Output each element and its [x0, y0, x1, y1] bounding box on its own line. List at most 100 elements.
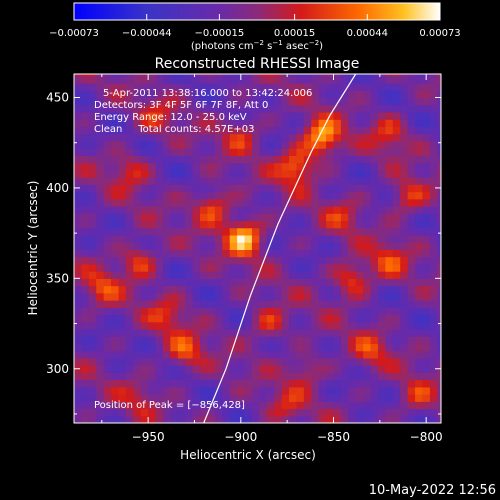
heatmap-cell: [251, 343, 260, 352]
heatmap-cell: [207, 177, 216, 185]
heatmap-cell: [229, 278, 238, 287]
heatmap-cell: [170, 292, 179, 301]
unit-exponent: −1: [272, 39, 282, 47]
heatmap-cell: [407, 386, 416, 395]
heatmap-cell: [162, 227, 171, 236]
heatmap-cell: [348, 249, 357, 258]
heatmap-cell: [140, 213, 149, 222]
heatmap-cell: [296, 415, 305, 423]
heatmap-cell: [385, 227, 394, 236]
heatmap-cell: [407, 242, 416, 250]
heatmap-cell: [177, 271, 186, 279]
heatmap-cell: [244, 119, 253, 128]
heatmap-cell: [229, 140, 238, 149]
heatmap-cell: [200, 119, 209, 128]
heatmap-cell: [155, 148, 164, 156]
heatmap-cell: [333, 263, 342, 272]
heatmap-cell: [303, 321, 312, 330]
heatmap-cell: [311, 206, 320, 214]
heatmap-cell: [74, 162, 83, 171]
heatmap-cell: [415, 328, 424, 337]
heatmap-cell: [400, 83, 409, 91]
heatmap-cell: [274, 350, 283, 359]
heatmap-cell: [429, 372, 438, 381]
heatmap-cell: [296, 408, 305, 417]
heatmap-cell: [229, 328, 238, 337]
heatmap-cell: [155, 90, 164, 99]
heatmap-cell: [318, 365, 327, 373]
heatmap-cell: [111, 104, 120, 113]
heatmap-cell: [333, 249, 342, 258]
heatmap-cell: [222, 328, 231, 337]
heatmap-cell: [111, 191, 120, 200]
heatmap-cell: [207, 83, 216, 91]
heatmap-cell: [259, 357, 268, 366]
heatmap-cell: [192, 220, 201, 229]
heatmap-cell: [207, 357, 216, 366]
heatmap-cell: [244, 148, 253, 156]
heatmap-cell: [348, 242, 357, 250]
heatmap-cell: [400, 90, 409, 99]
heatmap-cell: [392, 263, 401, 272]
heatmap-cell: [333, 292, 342, 301]
heatmap-cell: [318, 213, 327, 222]
heatmap-cell: [303, 234, 312, 243]
heatmap-cell: [177, 336, 186, 345]
heatmap-cell: [259, 415, 268, 423]
colorbar-tick-label: −0.00015: [195, 28, 245, 39]
heatmap-cell: [148, 162, 157, 171]
heatmap-cell: [237, 307, 246, 316]
heatmap-cell: [222, 307, 231, 316]
heatmap-cell: [289, 415, 298, 423]
heatmap-cell: [177, 74, 186, 77]
heatmap-cell: [251, 83, 260, 91]
heatmap-cell: [251, 271, 260, 279]
heatmap-cell: [407, 191, 416, 200]
heatmap-cell: [259, 75, 268, 84]
heatmap-cell: [326, 307, 335, 316]
heatmap-cell: [155, 162, 164, 171]
heatmap-cell: [214, 249, 223, 258]
heatmap-cell: [259, 119, 268, 128]
heatmap-cell: [244, 372, 253, 381]
heatmap-cell: [392, 278, 401, 287]
heatmap-cell: [170, 155, 179, 164]
heatmap-cell: [214, 148, 223, 156]
heatmap-cell: [148, 206, 157, 214]
heatmap-cell: [340, 184, 349, 193]
heatmap-cell: [429, 119, 438, 128]
heatmap-cell: [281, 126, 290, 135]
heatmap-cell: [318, 198, 327, 207]
heatmap-cell: [392, 90, 401, 99]
heatmap-cell: [429, 191, 438, 200]
heatmap-cell: [400, 184, 409, 193]
heatmap-cell: [237, 365, 246, 373]
heatmap-cell: [140, 307, 149, 316]
heatmap-cell: [88, 169, 97, 178]
heatmap-cell: [200, 394, 209, 402]
heatmap-cell: [422, 148, 431, 156]
heatmap-cell: [96, 321, 105, 330]
heatmap-cell: [214, 75, 223, 84]
heatmap-cell: [200, 97, 209, 106]
heatmap-cell: [229, 263, 238, 272]
heatmap-cell: [207, 256, 216, 265]
heatmap-cell: [155, 408, 164, 417]
heatmap-cell: [244, 104, 253, 113]
heatmap-cell: [96, 234, 105, 243]
heatmap-cell: [177, 191, 186, 200]
heatmap-cell: [326, 198, 335, 207]
heatmap-cell: [274, 177, 283, 185]
heatmap-cell: [266, 177, 275, 185]
x-axis-label: Heliocentric X (arcsec): [180, 448, 316, 462]
heatmap-cell: [281, 300, 290, 308]
heatmap-cell: [214, 408, 223, 417]
heatmap-cell: [229, 321, 238, 330]
heatmap-cell: [111, 401, 120, 410]
colorbar-tick-label: 0.00015: [274, 28, 315, 39]
heatmap-cell: [103, 177, 112, 185]
heatmap-cell: [370, 285, 379, 294]
heatmap-cell: [363, 75, 372, 84]
heatmap-cell: [385, 415, 394, 423]
heatmap-cell: [222, 249, 231, 258]
